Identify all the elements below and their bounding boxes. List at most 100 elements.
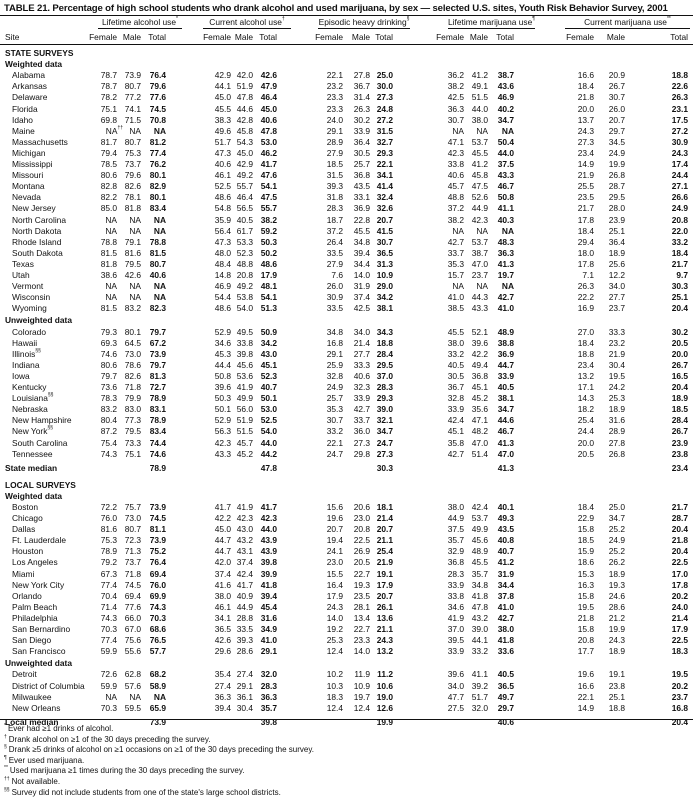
group-header: Current alcohol use† — [203, 16, 291, 27]
value: 18.8 — [608, 702, 625, 713]
value: 17.8 — [671, 579, 688, 590]
value: NA — [129, 281, 141, 292]
site-name: Louisiana§§ — [12, 392, 53, 403]
value: 50.3 — [260, 236, 277, 247]
value: 40.6 — [260, 114, 277, 125]
value: 29.5 — [608, 192, 625, 203]
value: 47.5 — [260, 192, 277, 203]
value-cell: 80.7 — [101, 81, 141, 91]
value: 52.5 — [214, 181, 231, 192]
value: 82.2 — [100, 192, 117, 203]
value-cell: 39.3 — [303, 181, 343, 191]
value: 42.9 — [236, 159, 253, 169]
value-cell: 73.9 — [126, 349, 166, 359]
value: 10.9 — [376, 270, 393, 280]
value: 79.5 — [124, 258, 141, 269]
table-row: Rhode Island 78.8 79.1 78.8 47.3 53.3 50.3 26.4… — [0, 237, 693, 248]
value-cell: 21.2 — [585, 613, 625, 623]
value-cell: 23.4 — [554, 360, 594, 370]
group-rule — [318, 28, 410, 29]
value-cell: 39.4 — [191, 703, 231, 713]
value-cell: 36.3 — [474, 248, 514, 258]
value: NA — [452, 225, 464, 236]
value-cell: 78.6 — [101, 360, 141, 370]
value: 49.9 — [471, 524, 488, 535]
value-cell: 18.9 — [585, 404, 625, 414]
site-label: Delaware — [12, 92, 48, 103]
value-cell: NA — [126, 226, 166, 236]
value: 79.1 — [124, 236, 141, 247]
value-cell: 64.5 — [101, 338, 141, 348]
value: 23.3 — [326, 103, 343, 114]
value-cell: 31.9 — [330, 281, 370, 291]
footnote-mark: § — [406, 16, 410, 22]
value-cell: 27.2 — [353, 115, 393, 125]
value: 79.2 — [100, 557, 117, 568]
value: 53.6 — [236, 370, 253, 381]
value-cell: 26.2 — [585, 557, 625, 567]
value: 19.1 — [608, 669, 625, 680]
value: 75.1 — [124, 448, 141, 459]
value-cell: 21.8 — [554, 613, 594, 623]
value-cell: 49.9 — [448, 524, 488, 534]
value-cell: 47.3 — [191, 148, 231, 158]
value: 33.9 — [353, 393, 370, 404]
value-cell: 18.5 — [303, 159, 343, 169]
value: 45.0 — [214, 92, 231, 103]
site-label: Los Angeles — [12, 557, 58, 568]
value: 10.9 — [353, 680, 370, 691]
footnote-mark: ¶ — [532, 16, 535, 22]
value: 48.4 — [214, 258, 231, 269]
value-cell: 45.5 — [191, 104, 231, 114]
value-cell: 43.3 — [191, 449, 231, 459]
value: 24.7 — [376, 437, 393, 448]
site-label: Vermont — [12, 281, 44, 292]
value: 70.8 — [149, 114, 166, 125]
value: 16.6 — [577, 70, 594, 81]
value: 21.9 — [376, 557, 393, 568]
value: 49.6 — [214, 125, 231, 136]
value-cell: 17.9 — [353, 580, 393, 590]
value-cell: 28.3 — [424, 569, 464, 579]
value: 12.4 — [326, 646, 343, 657]
site-name: District of Columbia — [12, 681, 85, 691]
value: 36.9 — [497, 348, 514, 359]
footnote-text: Drank ≥5 drinks of alcohol on ≥1 occasio… — [8, 745, 314, 755]
value-cell: 36.9 — [474, 349, 514, 359]
value: 17.1 — [577, 382, 594, 392]
footnote: † Drank alcohol on ≥1 of the 30 days prec… — [4, 734, 210, 744]
value: 45.8 — [471, 170, 488, 181]
value: 36.8 — [471, 370, 488, 381]
value-cell: 32.0 — [448, 703, 488, 713]
value-cell: 13.7 — [554, 115, 594, 125]
site-name: Ft. Lauderdale — [12, 535, 66, 545]
value-cell: 40.5 — [474, 382, 514, 392]
value-cell: 44.7 — [474, 360, 514, 370]
value: 41.3 — [497, 462, 514, 473]
value-cell: 39.3 — [213, 635, 253, 645]
value: 74.3 — [100, 612, 117, 623]
value: 25.1 — [608, 691, 625, 702]
value: NA — [105, 225, 117, 236]
value: 54.1 — [260, 181, 277, 192]
site-name: Milwaukee — [12, 692, 52, 702]
table-row: Houston 78.9 71.3 75.2 44.7 43.1 43.9 24.1 26.9 2… — [0, 546, 693, 557]
table-row: Dallas 81.6 80.7 81.1 45.0 43.0 44.0 20.7 20.8 20… — [0, 524, 693, 535]
value: 51.3 — [260, 303, 277, 314]
value: 39.4 — [214, 702, 231, 713]
value: 53.7 — [471, 236, 488, 247]
value-cell: 33.8 — [424, 591, 464, 601]
value-cell: 45.0 — [237, 104, 277, 114]
value-cell: 52.3 — [213, 248, 253, 258]
value-cell: 18.8 — [554, 349, 594, 359]
column-header-male: Male — [351, 32, 370, 42]
value-cell: 12.6 — [353, 703, 393, 713]
value: 36.9 — [353, 203, 370, 214]
value-cell: 19.2 — [303, 624, 343, 634]
value: 56.5 — [236, 203, 253, 214]
site-name: Hawaii — [12, 338, 37, 348]
value-cell: 33.3 — [330, 360, 370, 370]
value: 20.7 — [376, 524, 393, 535]
value-cell: 27.0 — [554, 327, 594, 337]
value-cell: 13.2 — [353, 646, 393, 656]
